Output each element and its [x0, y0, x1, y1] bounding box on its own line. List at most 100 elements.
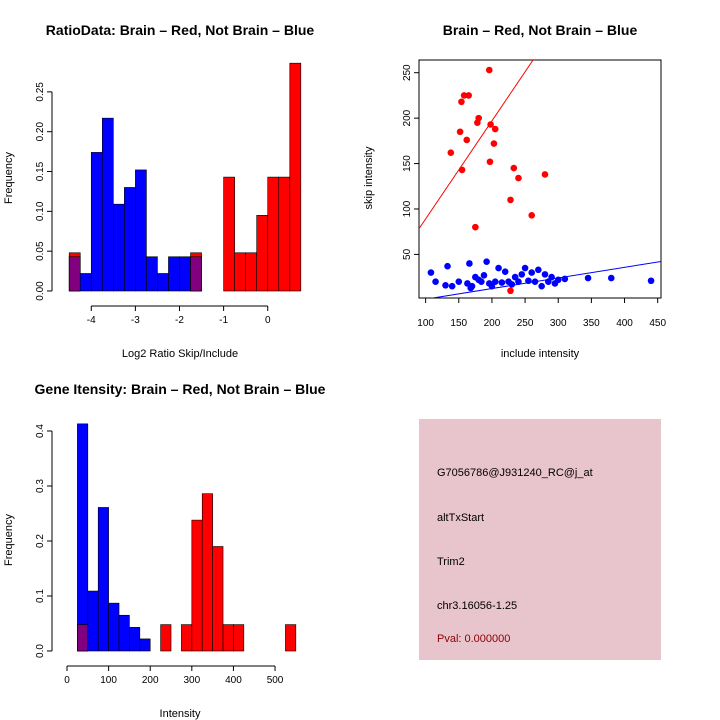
ratio-histogram-panel: RatioData: Brain – Red, Not Brain – Blue…: [3, 22, 314, 360]
scatter-y-tick-label: 250: [402, 64, 413, 81]
scatter-point-not-brain: [535, 266, 542, 274]
scatter-fit-line-not-brain: [429, 260, 661, 298]
ratio-bar-brain-15: [234, 252, 246, 292]
scatter-point-not-brain: [466, 260, 473, 267]
scatter-point-not-brain: [468, 282, 476, 290]
info-probe-id: G7056786@J931240_RC@j_at: [437, 467, 593, 479]
scatter-y-tick-label: 150: [402, 155, 413, 172]
scatter-point-not-brain: [491, 278, 499, 285]
scatter-point-not-brain: [561, 275, 569, 283]
ratio-y-tick-label: 0.25: [35, 82, 46, 102]
intensity-bar-brain-14: [212, 546, 224, 652]
scatter-x-tick-label: 350: [583, 318, 600, 329]
ratio-bar-brain-16: [245, 252, 258, 292]
ratio-histogram-title: RatioData: Brain – Red, Not Brain – Blue: [46, 22, 315, 38]
scatter-point-brain: [465, 92, 473, 99]
scatter-point-not-brain: [427, 269, 435, 276]
intensity-bar-notbrain-1: [77, 423, 89, 652]
intensity-y-tick-label: 0.1: [35, 589, 46, 603]
scatter-point-brain: [541, 171, 549, 178]
ratio-bar-brain-17: [256, 215, 269, 292]
intensity-x-tick-label: 500: [267, 675, 284, 686]
intensity-bar-brain-21: [285, 624, 297, 652]
intensity-bar-brain-15: [222, 624, 234, 652]
scatter-point-brain: [458, 98, 465, 106]
scatter-point-brain: [487, 121, 494, 128]
ratio-bar-overlap-11: [190, 256, 202, 292]
intensity-histogram-panel: Gene Itensity: Brain – Red, Not Brain – …: [3, 381, 326, 720]
scatter-point-not-brain: [647, 277, 655, 285]
scatter-point-brain: [474, 119, 481, 126]
scatter-y-tick-label: 50: [402, 248, 413, 260]
intensity-bar-overlap-1: [77, 624, 89, 652]
ratio-bar-notbrain-3: [101, 117, 114, 292]
ratio-bar-notbrain-5: [124, 187, 136, 292]
scatter-ylabel: skip intensity: [363, 146, 375, 209]
scatter-point-brain: [507, 196, 514, 204]
intensity-x-tick-label: 400: [225, 675, 242, 686]
scatter-point-not-brain: [528, 269, 536, 276]
scatter-point-brain: [472, 223, 479, 231]
scatter-y-tick-label: 200: [402, 109, 413, 126]
ratio-histogram-axes: -4 -3 -2 -1 0 0.00 0.05 0.10 0.15 0.20 0.25: [35, 82, 271, 326]
scatter-point-not-brain: [498, 279, 506, 286]
scatter-point-not-brain: [554, 276, 562, 284]
scatter-point-brain: [460, 92, 468, 99]
scatter-point-not-brain: [432, 278, 439, 285]
intensity-histogram-xlabel: Intensity: [160, 708, 201, 720]
scatter-point-brain: [515, 174, 522, 182]
ratio-bar-notbrain-7: [146, 256, 158, 292]
intensity-histogram-bars: [77, 423, 297, 652]
scatter-point-brain: [463, 136, 471, 144]
ratio-x-tick-label: 0: [265, 315, 271, 326]
ratio-y-tick-label: 0.20: [35, 122, 46, 142]
scatter-axes: 100 150 200 250 300 350 400 450 50 100 150 200 250: [402, 64, 666, 329]
scatter-point-brain: [510, 164, 518, 172]
intensity-y-tick-label: 0.3: [35, 479, 46, 493]
ratio-histogram-xlabel: Log2 Ratio Skip/Include: [122, 348, 238, 360]
scatter-point-not-brain: [508, 281, 516, 288]
scatter-point-not-brain: [442, 281, 449, 289]
scatter-x-tick-label: 200: [484, 318, 501, 329]
ratio-y-tick-label: 0.10: [35, 201, 46, 221]
ratio-bar-brain-19: [278, 176, 291, 292]
ratio-bar-notbrain-2: [90, 152, 103, 292]
info-pval: Pval: 0.000000: [437, 633, 510, 645]
scatter-point-brain: [456, 128, 464, 136]
scatter-point-not-brain: [495, 264, 502, 272]
scatter-point-not-brain: [455, 278, 463, 285]
scatter-point-brain: [528, 212, 536, 219]
scatter-x-tick-label: 100: [417, 318, 434, 329]
scatter-point-not-brain: [538, 282, 545, 290]
info-panel-background: [419, 419, 661, 660]
scatter-xlabel: include intensity: [501, 348, 580, 360]
info-event-type: altTxStart: [437, 512, 484, 524]
ratio-histogram-ylabel: Frequency: [3, 152, 15, 204]
ratio-y-tick-label: 0.15: [35, 161, 46, 181]
ratio-bar-brain-20: [289, 62, 302, 292]
scatter-point-not-brain: [480, 271, 488, 279]
ratio-bar-brain-18: [267, 176, 280, 292]
ratio-bar-overlap-0: [68, 256, 81, 292]
scatter-point-not-brain: [483, 258, 490, 265]
scatter-point-not-brain: [511, 273, 519, 281]
info-location: chr3.16056-1.25: [437, 600, 517, 612]
ratio-x-tick-label: -2: [175, 315, 184, 326]
intensity-x-tick-label: 200: [142, 675, 159, 686]
intensity-bar-notbrain-3: [97, 507, 109, 652]
intensity-bar-brain-12: [191, 519, 203, 652]
scatter-point-brain: [486, 158, 494, 166]
intensity-x-tick-label: 100: [100, 675, 117, 686]
scatter-x-tick-label: 450: [649, 318, 666, 329]
intensity-bar-brain-11: [181, 624, 193, 652]
scatter-point-not-brain: [444, 262, 451, 270]
scatter-point-not-brain: [515, 278, 522, 285]
intensity-histogram-axes: 0 100 200 300 400 500 0.0 0.1 0.2 0.3 0.4: [35, 424, 284, 686]
intensity-bar-notbrain-4: [108, 602, 120, 652]
ratio-bar-notbrain-10: [179, 256, 191, 292]
scatter-point-not-brain: [584, 274, 592, 282]
scatter-point-not-brain: [488, 282, 496, 290]
scatter-panel: Brain – Red, Not Brain – Blue 100 150 200 2…: [363, 22, 666, 360]
scatter-plot-frame: [418, 59, 662, 299]
